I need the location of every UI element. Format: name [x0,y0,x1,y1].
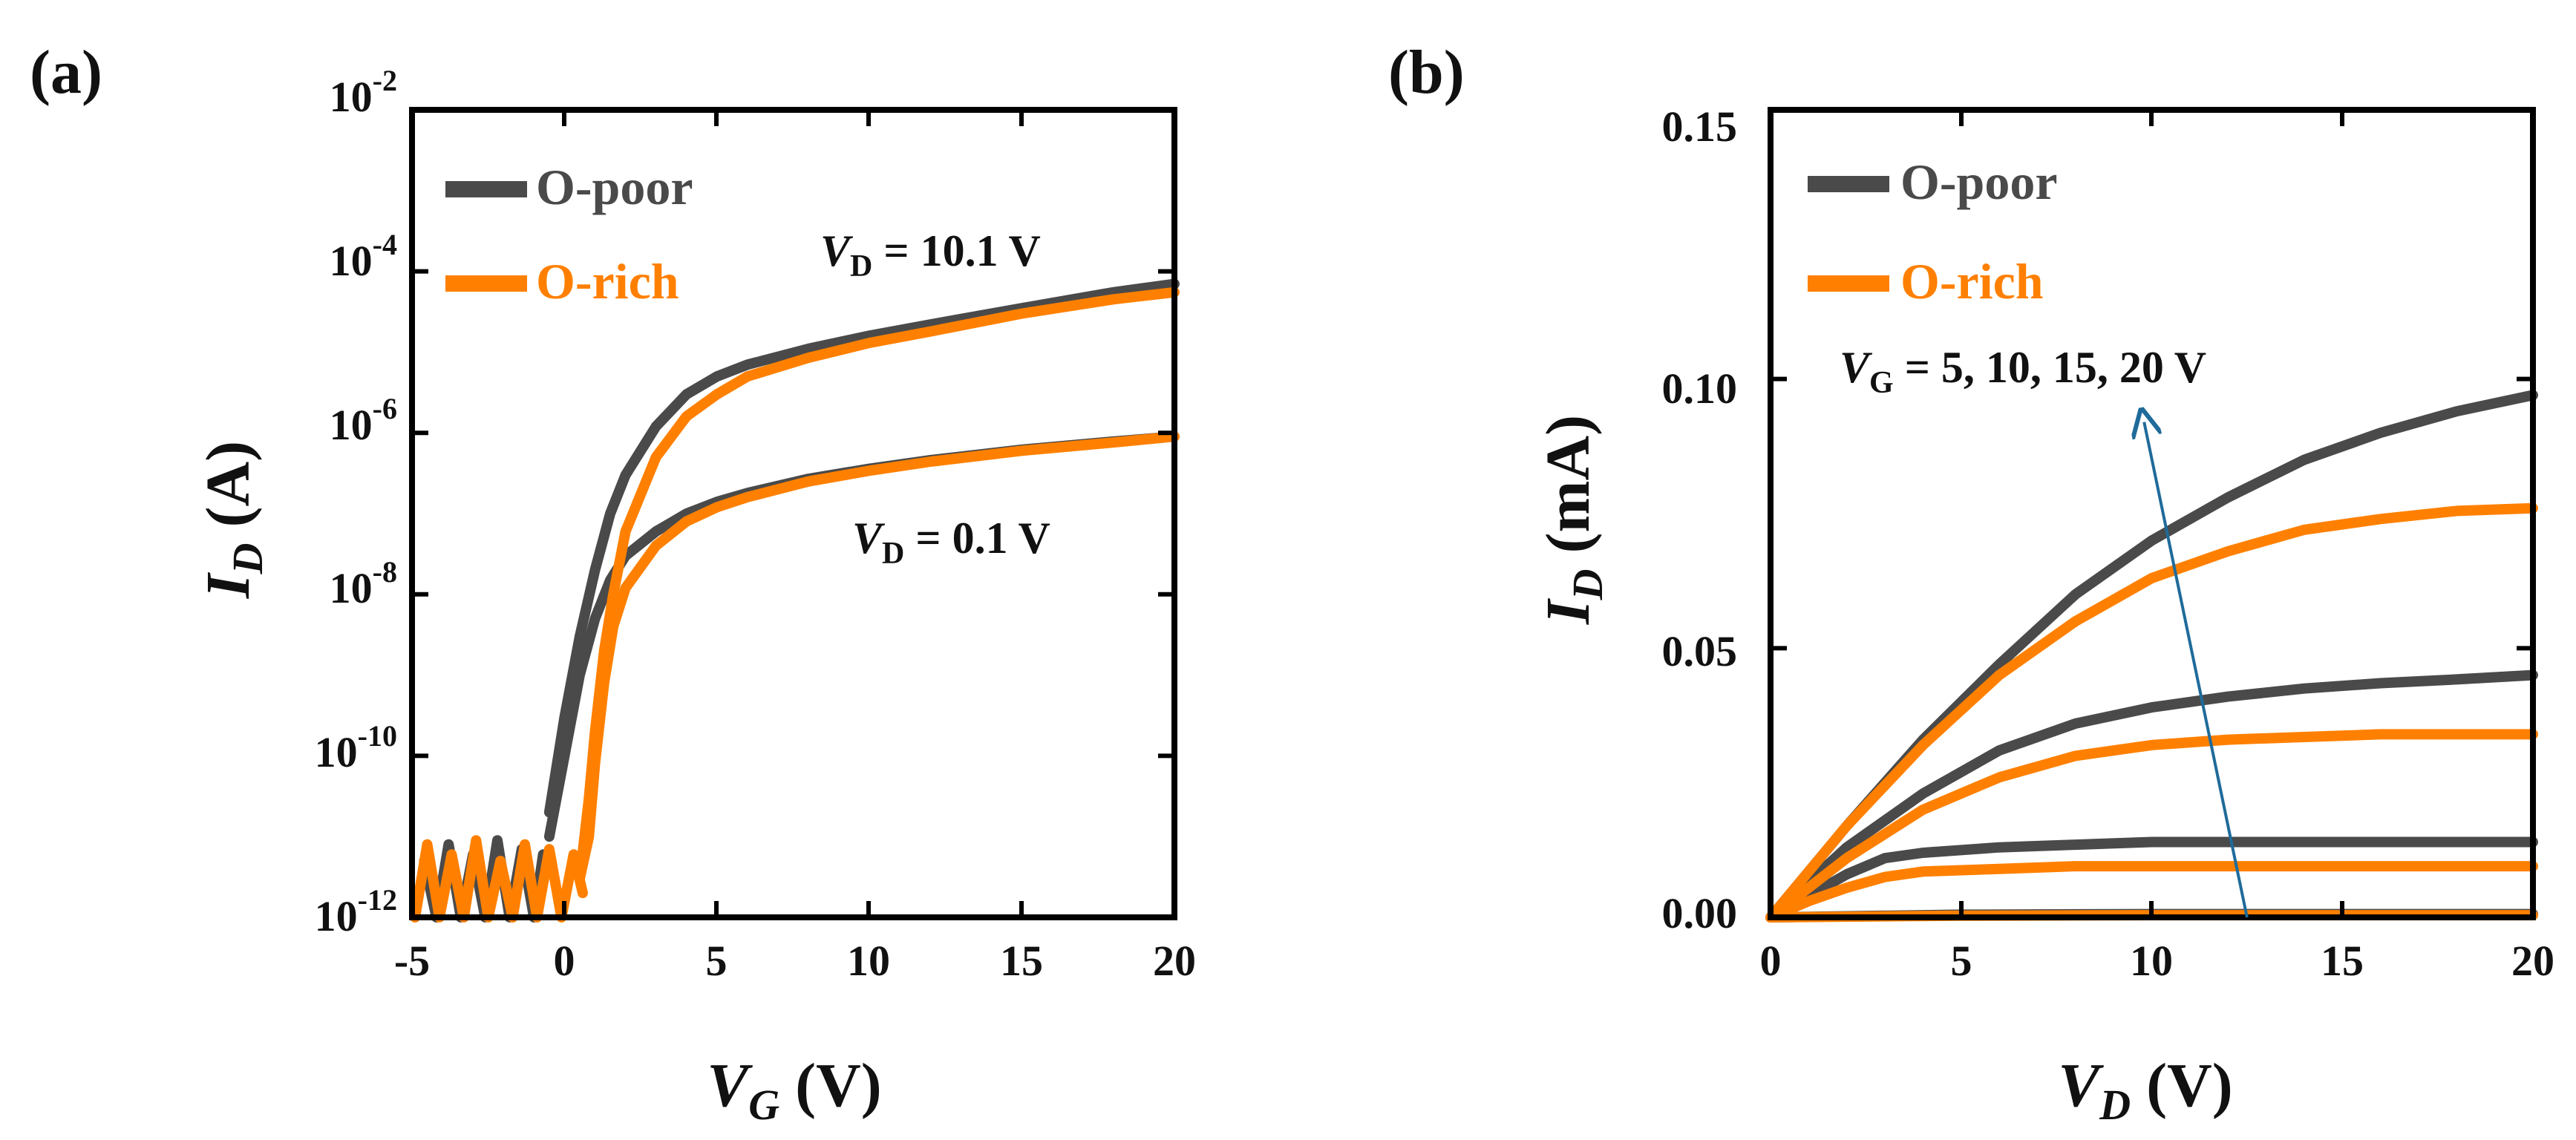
y-axis-title-b: ID (mA) [1534,415,1612,625]
y-tick-b-2: 0.10 [1662,364,1738,413]
x-axis-title-a: VG (V) [707,1051,882,1129]
legend-b-label-o-rich: O-rich [1900,253,2044,309]
panel-label-a: (a) [30,38,102,107]
x-tick-label-a-3: 10 [847,937,890,985]
x-tick-label-b-1: 5 [1951,937,1972,985]
y-tick-a-3: 10-6 [330,392,397,449]
series-line-b-o-rich-v-g-20-v [1765,502,2538,923]
x-tick-label-a-2: 5 [706,937,728,985]
annotation-vd-0-1: VD = 0.1 V [852,514,1050,571]
series-line-b-o-poor-v-g-10-v [1765,836,2538,923]
y-tick-a-4: 10-4 [330,228,397,285]
x-tick-label-b-4: 20 [2511,937,2554,985]
legend-a: O-poor O-rich [445,159,693,309]
legend-a-label-o-rich: O-rich [536,253,679,309]
series-line-a-o-rich-off-state-noise [410,835,588,923]
y-tick-b-0: 0.00 [1662,889,1738,937]
y-tick-a-5: 10-2 [330,64,397,121]
panel-label-b: (b) [1388,38,1465,107]
y-tick-b-3: 0.15 [1662,102,1738,151]
y-tick-a-1: 10-10 [315,719,397,776]
series-group-b [1765,390,2538,923]
x-tick-label-a-0: -5 [394,937,430,985]
y-axis-title-a: ID (A) [194,441,272,599]
annotation-vg-values: VG = 5, 10, 15, 20 V [1840,343,2206,400]
legend-b-label-o-poor: O-poor [1900,154,2058,210]
series-line-a-o-rich-v-d-0-1-v [574,431,1180,885]
y-tick-a-2: 10-8 [330,555,397,612]
series-line-b-o-rich-v-g-15-v [1765,729,2538,923]
x-tick-label-a-1: 0 [554,937,575,985]
x-tick-label-b-3: 15 [2321,937,2364,985]
y-tick-labels-a: 10-12 10-10 10-8 10-6 10-4 10-2 [315,64,397,940]
x-tick-label-b-2: 10 [2130,937,2173,985]
series-group-a [410,278,1180,923]
series-line-b-o-rich-v-g-10-v [1765,861,2538,923]
panel-b: (b) 0.00 0.05 0.10 0.15 ID (mA) VD (V) O… [1388,38,2554,1129]
series-line-b-o-poor-v-g-15-v [1765,669,2538,923]
legend-b: O-poor O-rich [1808,154,2058,309]
y-tick-a-0: 10-12 [315,883,397,940]
vg-increase-arrow [2144,422,2249,918]
x-tick-label-a-4: 15 [1000,937,1043,985]
x-axis-title-b: VD (V) [2058,1051,2233,1129]
y-tick-b-1: 0.05 [1662,627,1738,675]
series-line-a-o-poor-v-d-10-1-v [543,278,1180,818]
x-tick-label-b-0: 0 [1760,937,1782,985]
legend-a-label-o-poor: O-poor [536,159,693,215]
plot-frame-a [409,107,1177,920]
y-tick-labels-b: 0.00 0.05 0.10 0.15 [1662,102,1738,937]
panel-a: (a) 10-12 10-10 10-8 10-6 10-4 10-2 ID (… [30,38,1196,1129]
annotation-vd-10-1: VD = 10.1 V [820,226,1041,284]
x-tick-label-a-5: 20 [1153,937,1196,985]
